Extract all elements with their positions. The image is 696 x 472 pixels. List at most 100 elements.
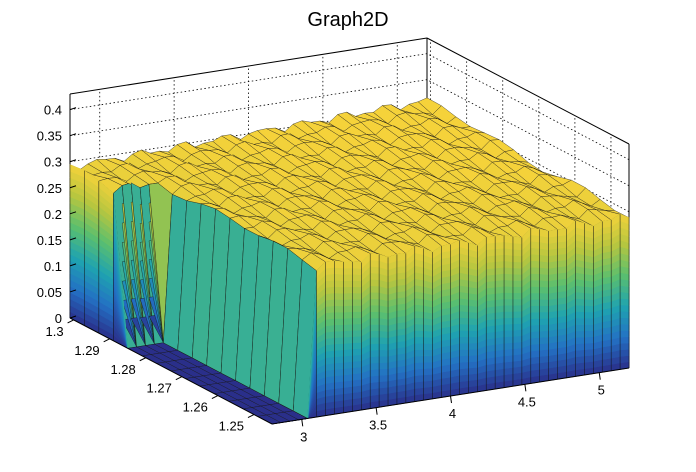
surface-wall — [334, 362, 344, 370]
surface-wall — [539, 298, 550, 307]
surface-wall — [557, 228, 567, 237]
z-tick-label: 0.1 — [44, 259, 62, 274]
surface-wall — [414, 355, 425, 364]
surface-wall — [575, 330, 585, 338]
surface-wall — [343, 286, 353, 294]
surface-wall — [414, 368, 425, 377]
surface-wall — [414, 336, 425, 344]
surface-wall — [423, 380, 433, 388]
surface-wall — [325, 305, 335, 314]
surface-wall — [459, 349, 469, 357]
surface-wall — [494, 235, 505, 243]
surface-wall — [414, 323, 425, 331]
surface-wall — [485, 242, 496, 251]
surface-wall — [512, 329, 523, 337]
surface-wall — [512, 236, 523, 245]
surface-wall — [503, 304, 514, 312]
surface-wall — [334, 298, 344, 307]
surface-wall — [485, 274, 496, 283]
surface-wall — [351, 335, 362, 344]
surface-wall — [334, 336, 344, 345]
surface-wall — [485, 267, 496, 276]
surface-wall — [334, 343, 344, 351]
surface-wall — [584, 354, 594, 363]
surface-wall — [378, 374, 389, 383]
surface-wall — [485, 255, 496, 263]
surface-wall — [334, 355, 344, 364]
surface-wall — [575, 311, 585, 319]
surface-wall — [459, 374, 469, 383]
surface-wall — [494, 266, 505, 275]
surface-wall — [494, 241, 505, 250]
surface-wall — [485, 286, 496, 295]
surface-wall — [619, 336, 630, 344]
surface-wall — [334, 374, 344, 383]
x-tick — [301, 419, 304, 427]
surface-wall — [539, 286, 550, 294]
surface-wall — [468, 373, 478, 382]
y-tick-label: 1.28 — [110, 362, 135, 377]
surface-wall — [351, 378, 362, 387]
surface-wall — [530, 305, 541, 313]
y-tick-label: 1.25 — [219, 419, 244, 434]
surface-wall — [325, 273, 335, 282]
surface-wall — [334, 311, 344, 319]
surface-wall — [369, 278, 380, 287]
surface-wall — [343, 317, 353, 326]
x-tick — [598, 372, 601, 380]
y-tick — [247, 414, 255, 418]
surface-wall — [485, 293, 496, 302]
surface-wall — [369, 324, 380, 332]
y-tick-label: 1.3 — [46, 324, 64, 339]
surface-wall — [530, 234, 541, 243]
surface-wall — [512, 341, 523, 350]
surface-wall — [503, 348, 514, 357]
surface-wall — [414, 310, 425, 319]
surface-wall — [503, 298, 514, 306]
surface-wall — [351, 286, 362, 294]
surface-wall — [325, 292, 335, 301]
surface-wall — [334, 318, 344, 326]
surface-wall — [539, 330, 550, 338]
surface-wall — [459, 304, 469, 313]
surface-wall — [530, 266, 541, 275]
surface-wall — [369, 330, 380, 338]
surface-wall — [584, 330, 594, 338]
surface-wall — [334, 324, 344, 332]
surface-wall — [334, 381, 344, 390]
surface-wall — [530, 260, 541, 268]
y-tick — [67, 319, 74, 324]
surface-wall — [539, 342, 550, 351]
z-tick — [69, 107, 77, 111]
z-tick-label: 0.2 — [44, 207, 62, 222]
surface-wall — [539, 228, 550, 238]
surface-wall — [423, 336, 433, 345]
surface-wall — [441, 244, 451, 253]
surface-wall — [575, 349, 585, 358]
surface-wall — [485, 261, 496, 270]
surface-wall — [503, 311, 514, 319]
surface-wall — [459, 323, 469, 331]
x-tick-label: 4 — [449, 406, 456, 421]
surface-wall — [459, 310, 469, 319]
z-tick-label: 0 — [55, 311, 62, 326]
surface-wall — [378, 343, 389, 351]
z-tick — [69, 133, 77, 137]
surface-wall — [530, 337, 541, 345]
surface-wall — [351, 317, 362, 325]
surface-wall — [539, 273, 550, 282]
surface-wall — [351, 348, 362, 356]
surface-wall — [575, 324, 585, 332]
z-tick — [69, 237, 77, 241]
surface-wall — [619, 317, 630, 325]
frame-edge — [69, 317, 273, 425]
surface-wall — [334, 330, 344, 338]
surface-wall — [468, 354, 478, 363]
surface-wall — [351, 305, 362, 312]
surface-wall — [343, 280, 353, 288]
surface-wall — [468, 360, 478, 369]
surface-wall — [351, 298, 362, 306]
surface-wall — [351, 342, 362, 350]
surface-wall — [503, 235, 514, 244]
surface-wall — [468, 342, 478, 350]
